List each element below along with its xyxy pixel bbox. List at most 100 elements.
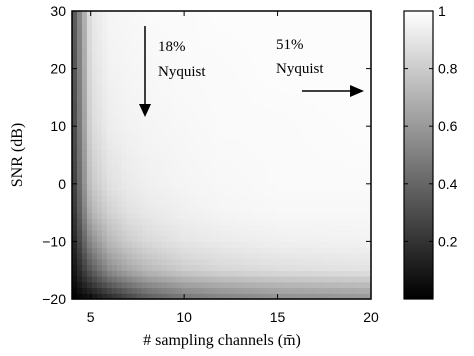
heatmap-cell xyxy=(261,172,267,179)
heatmap-cell xyxy=(246,131,252,139)
heatmap-cell xyxy=(331,108,337,116)
heatmap-cell xyxy=(96,91,103,98)
heatmap-cell xyxy=(186,126,193,133)
heatmap-cell xyxy=(321,34,327,41)
heatmap-cell xyxy=(266,235,272,242)
heatmap-cell xyxy=(241,189,248,196)
heatmap-cell xyxy=(136,212,143,219)
heatmap-cell xyxy=(301,74,307,81)
heatmap-cell xyxy=(116,287,123,294)
heatmap-cell xyxy=(226,287,233,294)
heatmap-cell xyxy=(311,45,317,52)
heatmap-cell xyxy=(171,97,178,104)
x-tick-label: 15 xyxy=(270,309,286,325)
heatmap-cell xyxy=(186,252,193,260)
heatmap-cell xyxy=(181,281,188,289)
heatmap-cell xyxy=(206,85,213,93)
heatmap-cell xyxy=(246,178,252,185)
heatmap-cell xyxy=(306,270,312,277)
heatmap-cell xyxy=(171,258,178,266)
heatmap-cell xyxy=(286,120,292,127)
heatmap-cell xyxy=(266,160,272,168)
heatmap-cell xyxy=(321,218,327,225)
heatmap-cell xyxy=(116,166,123,173)
heatmap-cell xyxy=(336,80,342,87)
heatmap-cell xyxy=(276,235,282,242)
heatmap-cell xyxy=(106,137,113,145)
heatmap-cell xyxy=(301,120,307,127)
heatmap-cell xyxy=(131,126,138,133)
heatmap-cell xyxy=(356,22,362,29)
heatmap-cell xyxy=(121,57,128,64)
heatmap-cell xyxy=(321,91,327,98)
heatmap-cell xyxy=(72,155,78,162)
heatmap-cell xyxy=(321,103,327,110)
heatmap-cell xyxy=(251,126,257,133)
heatmap-cell xyxy=(221,62,228,70)
heatmap-cell xyxy=(246,108,252,116)
heatmap-cell xyxy=(111,270,118,277)
heatmap-cell xyxy=(176,22,183,29)
heatmap-cell xyxy=(286,229,292,237)
heatmap-cell xyxy=(121,247,128,254)
heatmap-cell xyxy=(296,241,302,248)
heatmap-cell xyxy=(361,293,367,300)
heatmap-cell xyxy=(296,120,302,127)
heatmap-cell xyxy=(326,264,332,271)
heatmap-cell xyxy=(121,108,128,116)
heatmap-cell xyxy=(286,252,292,260)
heatmap-cell xyxy=(226,114,233,122)
heatmap-cell xyxy=(196,235,203,242)
heatmap-cell xyxy=(211,45,218,52)
heatmap-cell xyxy=(286,51,292,58)
heatmap-cell xyxy=(146,62,153,70)
heatmap-cell xyxy=(101,229,108,237)
heatmap-cell xyxy=(251,229,257,237)
heatmap-cell xyxy=(336,45,342,52)
heatmap-cell xyxy=(146,281,153,289)
heatmap-cell xyxy=(116,247,123,254)
heatmap-cell xyxy=(201,241,208,248)
heatmap-cell xyxy=(296,178,302,185)
heatmap-cell xyxy=(331,178,337,185)
heatmap-cell xyxy=(251,74,257,81)
heatmap-cell xyxy=(256,258,262,266)
heatmap-cell xyxy=(246,155,252,162)
heatmap-cell xyxy=(151,22,158,29)
heatmap-cell xyxy=(261,11,267,18)
heatmap-cell xyxy=(311,57,317,64)
heatmap-cell xyxy=(316,252,322,260)
heatmap-cell xyxy=(261,195,267,202)
heatmap-cell xyxy=(336,178,342,185)
heatmap-cell xyxy=(311,80,317,87)
heatmap-cell xyxy=(296,258,302,266)
heatmap-cell xyxy=(326,39,332,47)
heatmap-cell xyxy=(251,97,257,104)
heatmap-cell xyxy=(111,39,118,47)
heatmap-cell xyxy=(206,281,213,289)
heatmap-cell xyxy=(211,287,218,294)
heatmap-cell xyxy=(276,39,282,47)
heatmap-cell xyxy=(181,166,188,173)
heatmap-cell xyxy=(351,51,357,58)
heatmap-cell xyxy=(336,160,342,168)
y-axis-label: SNR (dB) xyxy=(9,123,26,187)
heatmap-cell xyxy=(101,97,108,104)
heatmap-cell xyxy=(96,57,103,64)
heatmap-cell xyxy=(241,80,248,87)
heatmap-cell xyxy=(316,74,322,81)
heatmap-cell xyxy=(151,51,158,58)
heatmap-cell xyxy=(211,258,218,266)
heatmap-cell xyxy=(341,241,347,248)
heatmap-cell xyxy=(216,258,223,266)
heatmap-cell xyxy=(341,97,347,104)
heatmap-cell xyxy=(161,281,168,289)
heatmap-cell xyxy=(301,91,307,98)
heatmap-cell xyxy=(251,103,257,110)
heatmap-cell xyxy=(316,68,322,75)
heatmap-cell xyxy=(306,172,312,179)
heatmap-cell xyxy=(111,114,118,122)
heatmap-cell xyxy=(221,293,228,300)
heatmap-cell xyxy=(116,57,123,64)
heatmap-cell xyxy=(166,62,173,70)
